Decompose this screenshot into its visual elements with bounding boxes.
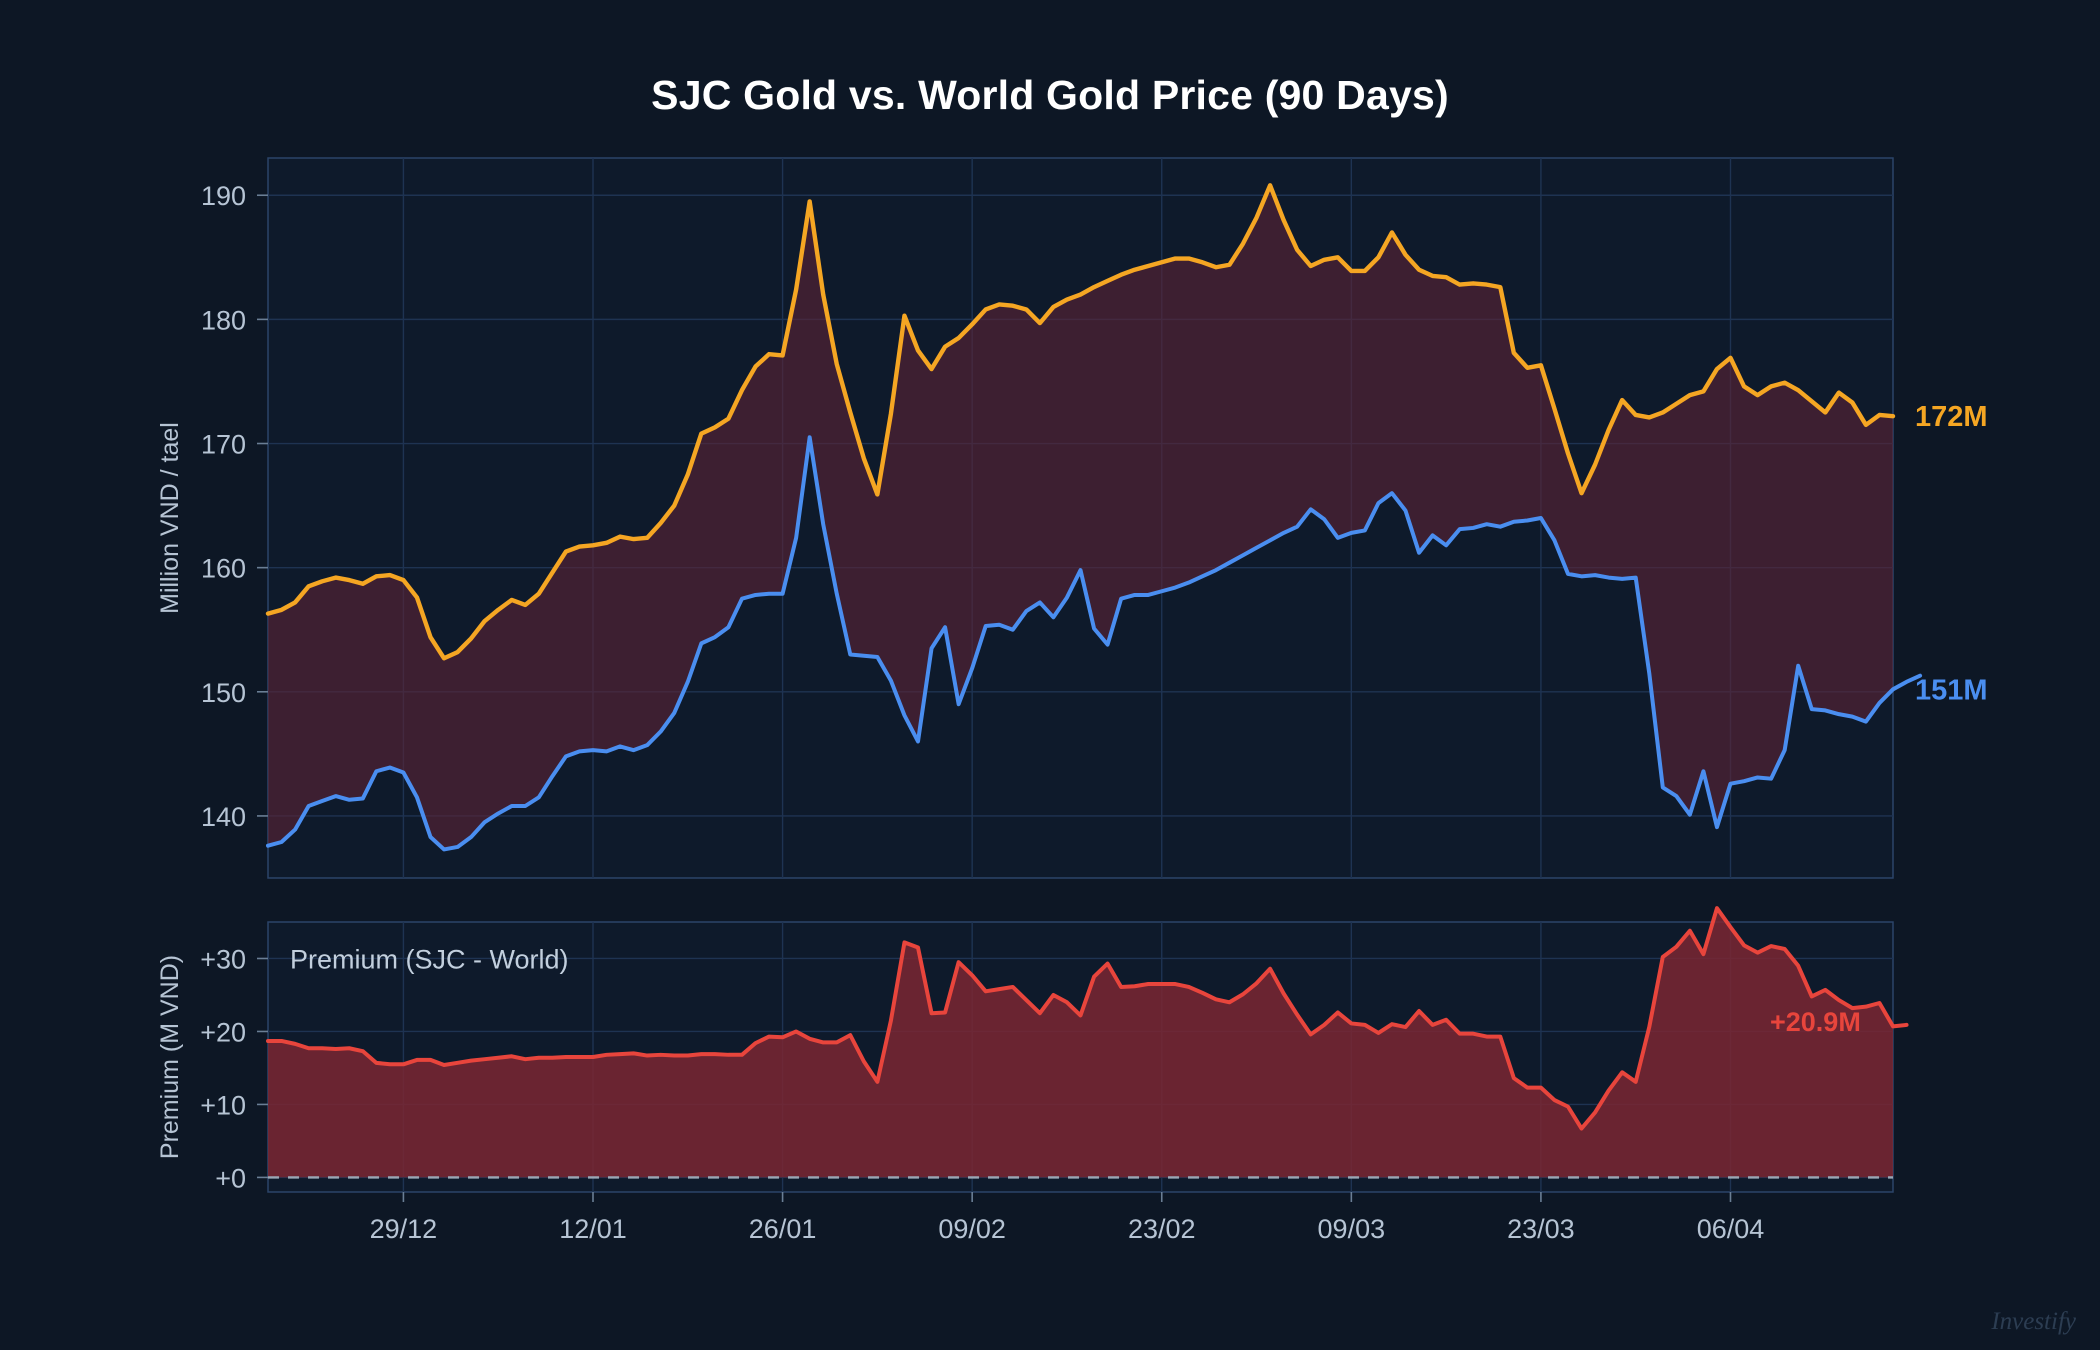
- x-tick-label: 12/01: [559, 1214, 627, 1244]
- world-end-label: 151M: [1915, 674, 1988, 706]
- y-tick-label: 140: [201, 802, 246, 832]
- y-tick-label: 170: [201, 430, 246, 460]
- watermark: Investify: [1991, 1308, 2076, 1335]
- sjc-end-label: 172M: [1915, 401, 1988, 433]
- y-tick-label: 160: [201, 554, 246, 584]
- premium-y-axis-label: Premium (M VND): [156, 955, 184, 1159]
- x-tick-label: 29/12: [370, 1214, 438, 1244]
- x-tick-label: 23/03: [1507, 1214, 1575, 1244]
- x-tick-label: 09/03: [1318, 1214, 1386, 1244]
- y-tick-label: +30: [200, 944, 246, 974]
- premium-panel: 29/12 12/01 26/01 09/02 23/02 09/03 23/03 06/04…: [156, 906, 1909, 1244]
- y-tick-label: +10: [200, 1090, 246, 1120]
- spread-fill-area: [268, 185, 1893, 850]
- premium-fill-area: [268, 908, 1893, 1178]
- world-gold-line: [266, 435, 1923, 852]
- y-tick-label: +20: [200, 1017, 246, 1047]
- premium-annotation: Premium (SJC - World): [290, 944, 569, 974]
- x-tick-label: 09/02: [938, 1214, 1006, 1244]
- y-tick-label: 180: [201, 305, 246, 335]
- main-panel: 140 150 160 170 180 190 172M 151M Million VND / …: [156, 157, 1988, 879]
- y-tick-label: 150: [201, 678, 246, 708]
- chart-title: SJC Gold vs. World Gold Price (90 Days): [651, 72, 1449, 118]
- y-tick-label: +0: [215, 1163, 246, 1193]
- premium-line: [266, 906, 1909, 1131]
- x-tick-label: 26/01: [749, 1214, 817, 1244]
- premium-end-label: +20.9M: [1770, 1007, 1861, 1037]
- main-y-axis-label: Million VND / tael: [156, 422, 184, 614]
- y-tick-label: 190: [201, 181, 246, 211]
- x-tick-label: 23/02: [1128, 1214, 1196, 1244]
- sjc-gold-line: [265, 183, 1896, 661]
- x-tick-label: 06/04: [1697, 1214, 1765, 1244]
